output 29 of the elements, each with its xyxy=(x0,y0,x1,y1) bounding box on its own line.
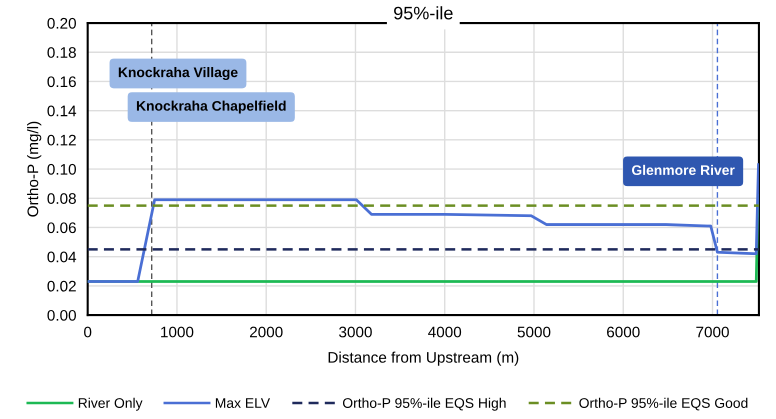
x-tick-label: 5000 xyxy=(518,326,550,338)
y-axis-title: Ortho-P (mg/l) xyxy=(27,122,42,217)
x-axis-title: Distance from Upstream (m) xyxy=(328,352,518,366)
y-tick-label: 0.08 xyxy=(47,193,76,204)
y-tick-label: 0.00 xyxy=(47,310,76,321)
y-tick-label: 0.16 xyxy=(47,76,76,88)
legend-label: Ortho-P 95%-ile EQS Good xyxy=(579,398,748,410)
x-tick-label: 4000 xyxy=(428,326,462,338)
x-tick-label: 2000 xyxy=(250,326,283,338)
annotation: Knockraha Village xyxy=(118,67,238,80)
chart-title: 95%-ile xyxy=(394,6,453,20)
x-tick-label: 1000 xyxy=(161,326,194,338)
y-tick-label: 0.06 xyxy=(47,222,76,234)
x-tick-label: 6000 xyxy=(607,326,640,338)
y-tick-label: 0.02 xyxy=(47,280,76,292)
legend-label: River Only xyxy=(78,398,143,411)
annotation: Knockraha Chapelfield xyxy=(136,100,286,114)
legend-label: Max ELV xyxy=(216,398,270,408)
y-tick-label: 0.04 xyxy=(47,252,76,262)
y-tick-label: 0.18 xyxy=(47,47,76,58)
x-tick-label: 7000 xyxy=(696,326,729,338)
x-tick-label: 0 xyxy=(84,326,92,338)
y-tick-label: 0.20 xyxy=(47,18,76,29)
legend-label: Ortho-P 95%-ile EQS High xyxy=(342,398,506,411)
y-tick-label: 0.12 xyxy=(47,134,76,146)
x-tick-label: 3000 xyxy=(339,326,372,338)
annotation: Glenmore River xyxy=(632,164,735,176)
y-tick-label: 0.14 xyxy=(47,106,76,116)
y-tick-label: 0.10 xyxy=(47,164,76,175)
